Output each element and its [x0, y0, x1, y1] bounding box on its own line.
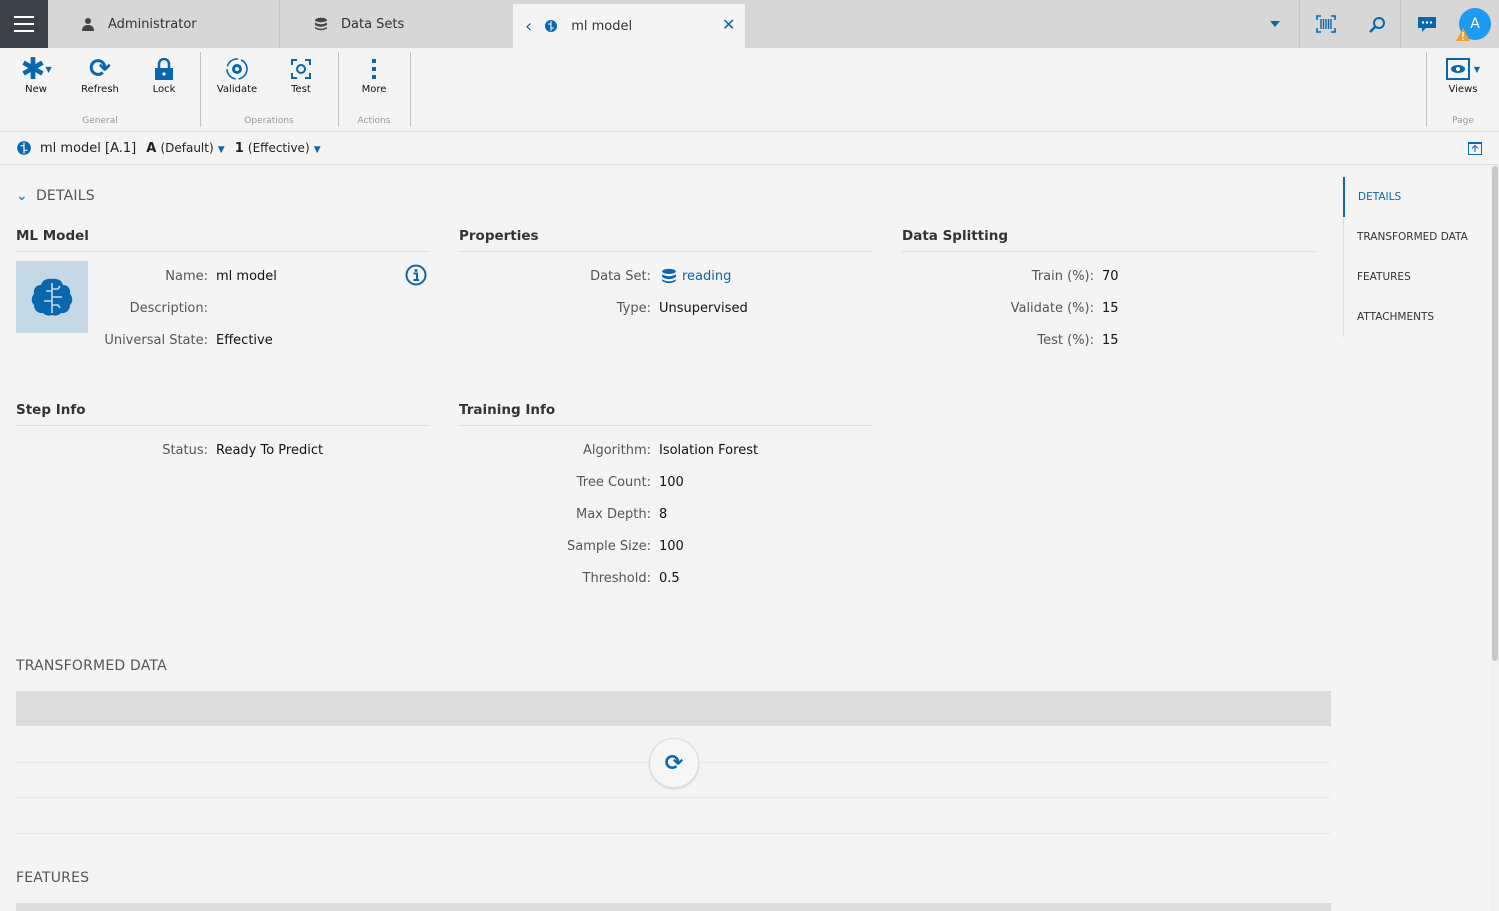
more-button[interactable]: More [344, 54, 404, 95]
field-label: Description: [129, 300, 208, 316]
group-label-page: Page [1452, 116, 1474, 126]
field-label: Validate (%): [1010, 300, 1094, 316]
new-button[interactable]: ✱ ▼ New [20, 51, 52, 96]
section-nav: DETAILS TRANSFORMED DATA FEATURES ATTACH… [1343, 177, 1490, 337]
tabs-dropdown-icon[interactable] [1270, 21, 1280, 27]
field-row: Status: Ready To Predict [8, 440, 323, 460]
refresh-icon: ⟳ [664, 750, 684, 776]
field-row: Test (%): 15 [894, 330, 1119, 350]
info-icon[interactable] [405, 264, 427, 286]
features-heading: FEATURES [16, 870, 90, 886]
field-label: Universal State: [104, 332, 208, 348]
toolbar [0, 48, 1499, 132]
nav-transformed-data[interactable]: TRANSFORMED DATA [1357, 231, 1468, 243]
revision-selector[interactable]: A (Default) ▼ [146, 140, 225, 156]
validate-button[interactable]: Validate [207, 54, 267, 95]
more-vertical-icon [372, 59, 376, 79]
field-row: Threshold: 0.5 [451, 568, 758, 588]
data-set-link[interactable]: reading [661, 268, 731, 284]
field-label: Train (%): [1031, 268, 1094, 284]
barcode-scan-icon[interactable] [1316, 15, 1336, 33]
field-label: Algorithm: [582, 442, 651, 458]
data-splitting-heading: Data Splitting [902, 228, 1315, 252]
top-bar [0, 0, 1499, 48]
lock-button[interactable]: Lock [134, 54, 194, 95]
user-icon [82, 18, 94, 31]
field-row: Universal State: Effective [8, 330, 277, 350]
brain-icon [545, 20, 558, 32]
asterisk-new-icon: ✱ [20, 51, 46, 87]
chat-icon[interactable] [1418, 17, 1436, 33]
back-chevron-icon[interactable]: ‹ [525, 15, 533, 37]
loading-refresh-button[interactable]: ⟳ [649, 738, 699, 788]
step-info-heading: Step Info [16, 402, 429, 426]
group-label-actions: Actions [357, 116, 391, 126]
field-row: Validate (%): 15 [894, 298, 1119, 318]
field-value: 100 [659, 474, 684, 490]
close-tab-icon[interactable]: ✕ [722, 15, 736, 34]
scrollbar[interactable] [1491, 165, 1499, 911]
group-label-operations: Operations [244, 116, 294, 126]
field-label: Test (%): [1037, 332, 1094, 348]
views-button[interactable]: ▼ Views [1433, 54, 1493, 95]
field-row: Name: ml model [8, 266, 277, 286]
lock-icon [155, 58, 173, 80]
state-selector[interactable]: 1 (Effective) ▼ [234, 140, 321, 156]
field-value: Ready To Predict [216, 442, 324, 458]
field-row: Tree Count: 100 [451, 472, 758, 492]
properties-heading: Properties [459, 228, 872, 252]
validate-gear-icon [226, 58, 248, 80]
transformed-grid-header [16, 691, 1331, 726]
transformed-data-heading: TRANSFORMED DATA [16, 658, 167, 674]
field-label: Threshold: [582, 570, 651, 586]
ml-model-heading: ML Model [16, 228, 429, 252]
warning-icon [1456, 28, 1470, 41]
tab-data-sets[interactable]: Data Sets [280, 0, 513, 48]
field-value: ml model [216, 268, 277, 284]
collapse-header-icon[interactable] [1468, 142, 1482, 155]
field-value: 0.5 [659, 570, 680, 586]
field-label: Sample Size: [567, 538, 651, 554]
nav-features[interactable]: FEATURES [1357, 271, 1411, 283]
field-value: Isolation Forest [659, 442, 759, 458]
refresh-icon: ⟳ [89, 54, 111, 84]
nav-attachments[interactable]: ATTACHMENTS [1357, 311, 1435, 323]
field-value: 100 [659, 538, 684, 554]
field-value: 70 [1102, 268, 1119, 284]
field-row: Max Depth: 8 [451, 504, 758, 524]
field-value: 15 [1102, 332, 1119, 348]
field-value: 8 [659, 506, 668, 522]
hamburger-menu-button[interactable] [0, 0, 48, 48]
field-label: Max Depth: [576, 506, 651, 522]
brain-circuit-icon [31, 278, 73, 316]
eye-icon [1445, 58, 1470, 80]
test-cycle-icon [291, 59, 311, 79]
breadcrumb: ml model [A.1] A (Default) ▼ 1 (Effectiv… [0, 132, 1499, 165]
nav-details[interactable]: DETAILS [1343, 177, 1490, 217]
group-label-general: General [82, 116, 118, 126]
field-row: Description: [8, 298, 277, 318]
field-row: Algorithm: Isolation Forest [451, 440, 758, 460]
training-info-heading: Training Info [459, 402, 872, 426]
field-label: Status: [162, 442, 208, 458]
details-section-toggle[interactable]: ⌄ DETAILS [16, 188, 95, 204]
field-value: 15 [1102, 300, 1119, 316]
field-row: Train (%): 70 [894, 266, 1119, 286]
model-thumbnail [16, 261, 88, 333]
field-label: Name: [165, 268, 208, 284]
field-label: Tree Count: [576, 474, 651, 490]
refresh-button[interactable]: ⟳ Refresh [81, 54, 119, 95]
database-icon [662, 268, 676, 284]
tab-ml-model[interactable]: ‹ ml model ✕ [513, 4, 745, 48]
tab-administrator[interactable]: Administrator [48, 0, 280, 48]
item-title: ml model [A.1] [40, 140, 137, 156]
features-grid-header [16, 903, 1331, 911]
field-row: Sample Size: 100 [451, 536, 758, 556]
chevron-down-icon: ⌄ [16, 188, 28, 204]
test-button[interactable]: Test [271, 54, 331, 95]
brain-icon [17, 141, 31, 155]
search-icon[interactable] [1368, 16, 1386, 34]
field-value: Effective [216, 332, 273, 348]
database-icon [315, 17, 327, 31]
